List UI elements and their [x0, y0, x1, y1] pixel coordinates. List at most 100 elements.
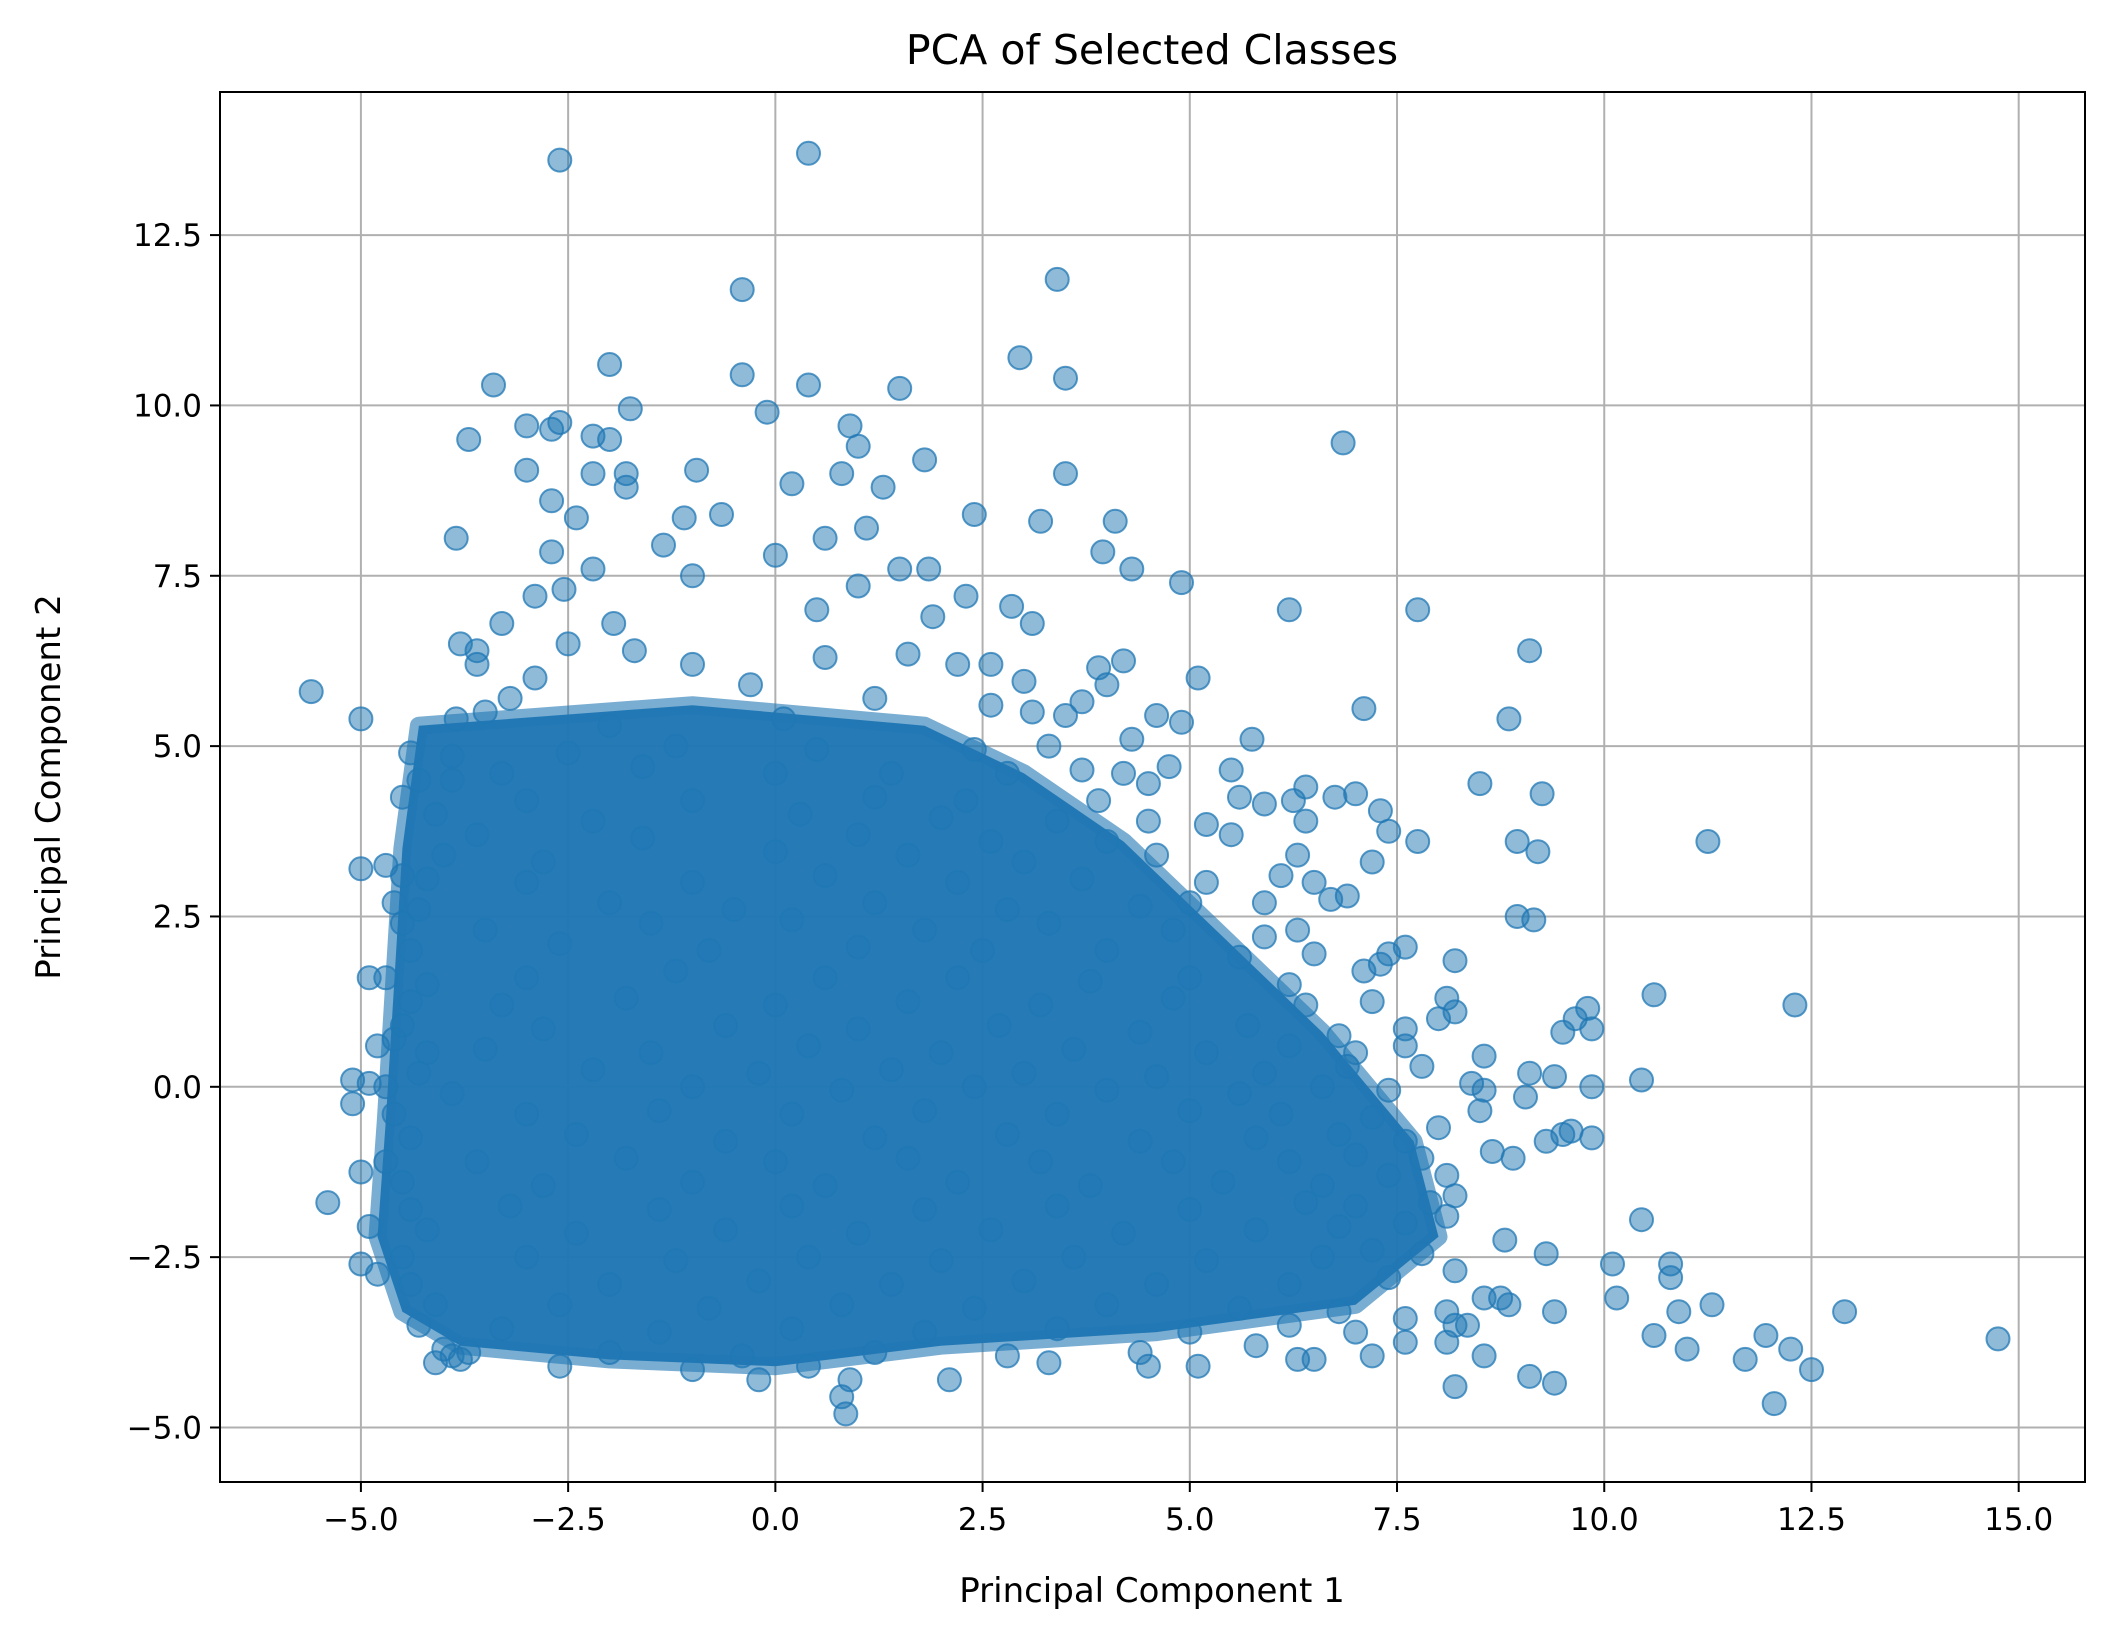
scatter-point	[646, 1319, 672, 1345]
scatter-point	[1434, 1203, 1460, 1229]
scatter-point	[514, 1101, 540, 1127]
scatter-point	[464, 651, 490, 677]
scatter-point	[1044, 808, 1070, 834]
scatter-point	[1666, 1299, 1692, 1325]
scatter-point	[1359, 849, 1385, 875]
x-tick-label: 15.0	[1984, 1502, 2053, 1538]
scatter-point	[389, 1244, 415, 1270]
scatter-point	[551, 576, 577, 602]
scatter-point	[978, 651, 1004, 677]
scatter-point	[1094, 1077, 1120, 1103]
scatter-point	[1392, 1033, 1418, 1059]
scatter-point	[651, 532, 676, 558]
scatter-point	[646, 1197, 672, 1222]
y-axis-ticks: −5.0 −2.5 0.0 2.5 5.0 7.5 10.0 12.5	[127, 218, 220, 1446]
scatter-point	[779, 1101, 805, 1127]
scatter-point	[862, 1125, 888, 1151]
scatter-point	[522, 665, 548, 691]
scatter-point	[994, 1343, 1020, 1369]
scatter-point	[1160, 1149, 1186, 1175]
scatter-point	[406, 1060, 432, 1086]
scatter-point	[1177, 965, 1203, 991]
scatter-point	[796, 372, 821, 398]
scatter-point	[389, 910, 415, 936]
scatter-point	[1135, 1353, 1161, 1379]
scatter-point	[1471, 1077, 1497, 1103]
scatter-point	[713, 1217, 739, 1243]
scatter-point	[1326, 1023, 1352, 1049]
scatter-point	[709, 502, 734, 527]
scatter-point	[489, 1316, 515, 1342]
scatter-point	[804, 737, 830, 762]
scatter-point	[779, 1193, 805, 1219]
scatter-point	[1177, 890, 1203, 916]
scatter-point	[1044, 1101, 1070, 1127]
scatter-point	[547, 931, 573, 957]
scatter-point	[713, 1128, 739, 1154]
scatter-point	[1011, 1268, 1037, 1294]
scatter-point	[762, 1149, 788, 1175]
scatter-point	[812, 645, 838, 670]
scatter-point	[762, 542, 788, 568]
scatter-point	[746, 1268, 772, 1294]
scatter-point	[1193, 812, 1219, 837]
scatter-point	[1044, 266, 1070, 292]
scatter-point	[539, 488, 565, 514]
scatter-point	[1053, 365, 1078, 391]
scatter-point	[1471, 1043, 1497, 1069]
scatter-point	[729, 362, 755, 388]
scatter-point	[1243, 1333, 1269, 1359]
plot-frame	[219, 91, 2086, 1483]
scatter-point	[1044, 1193, 1070, 1219]
scatter-point	[1053, 461, 1078, 487]
scatter-point	[1243, 1125, 1269, 1151]
scatter-point	[1011, 849, 1037, 875]
scatter-point	[1160, 917, 1186, 943]
scatter-point	[638, 1040, 664, 1066]
scatter-point	[1517, 1363, 1543, 1389]
scatter-point	[1268, 1101, 1294, 1127]
scatter-point	[912, 447, 938, 473]
scatter-point	[613, 1145, 639, 1171]
scatter-point	[945, 651, 971, 677]
scatter-point	[999, 593, 1025, 619]
scatter-point	[912, 917, 938, 943]
scatter-point	[1077, 968, 1103, 994]
scatter-point	[530, 1173, 556, 1199]
scatter-point	[1111, 648, 1136, 674]
scatter-point	[1326, 1214, 1352, 1239]
scatter-point	[1409, 1241, 1435, 1267]
scatter-point	[1069, 757, 1095, 783]
scatter-point	[812, 863, 838, 889]
scatter-point	[1309, 1074, 1335, 1100]
chart-title: PCA of Selected Classes	[906, 26, 1398, 74]
scatter-point	[443, 525, 469, 551]
scatter-point	[1276, 972, 1302, 998]
scatter-point	[1127, 1019, 1153, 1045]
scatter-point	[1521, 907, 1547, 933]
scatter-point	[1558, 1118, 1584, 1144]
scatter-point	[953, 788, 979, 814]
scatter-point	[746, 1367, 772, 1393]
x-tick-label: 5.0	[1165, 1502, 1214, 1538]
scatter-point	[1533, 1241, 1559, 1267]
scatter-point	[1392, 1306, 1418, 1331]
scatter-point	[1243, 1217, 1269, 1243]
scatter-point	[1276, 1033, 1302, 1059]
scatter-point	[746, 1060, 772, 1086]
scatter-point	[994, 1122, 1020, 1147]
scatter-point	[315, 1190, 341, 1216]
scatter-point	[771, 706, 797, 732]
scatter-point	[1542, 1064, 1567, 1090]
scatter-point	[472, 917, 498, 943]
scatter-point	[812, 525, 838, 551]
scatter-point	[787, 801, 813, 827]
scatter-point	[845, 1220, 871, 1246]
scatter-point	[1285, 842, 1311, 868]
scatter-point	[1169, 709, 1194, 735]
y-tick-label: −5.0	[127, 1410, 202, 1446]
scatter-point	[1455, 1312, 1480, 1338]
scatter-point	[563, 1220, 589, 1246]
scatter-point	[373, 1074, 399, 1100]
scatter-point	[862, 685, 888, 711]
